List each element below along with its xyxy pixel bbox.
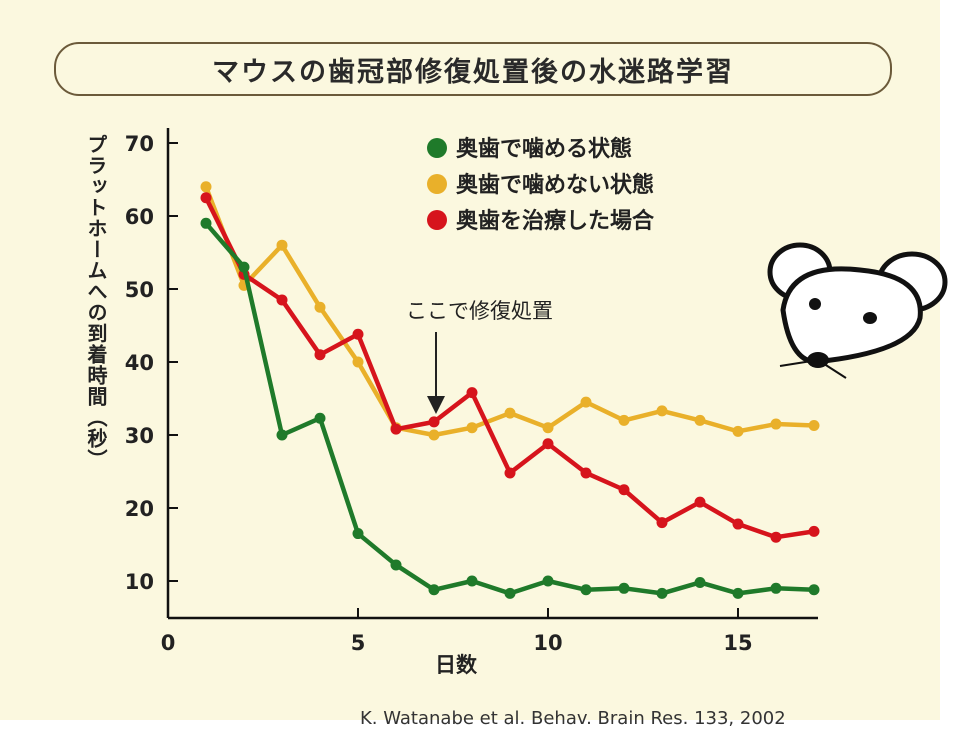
data-point: [352, 528, 364, 540]
legend-marker: [427, 174, 447, 194]
x-tick-label: 15: [723, 631, 752, 655]
data-point: [352, 328, 364, 340]
data-point: [656, 405, 668, 417]
data-point: [238, 261, 250, 273]
data-point: [732, 518, 744, 530]
data-point: [694, 576, 706, 588]
data-point: [314, 349, 326, 361]
data-point: [466, 422, 478, 434]
series-line: [203, 196, 815, 540]
y-tick-label: 40: [125, 351, 154, 375]
data-point: [542, 438, 554, 450]
data-point: [580, 396, 592, 408]
data-point: [200, 217, 212, 229]
data-point: [504, 467, 516, 479]
legend-label: 奥歯で噛めない状態: [456, 172, 654, 198]
x-tick-label: 10: [533, 631, 562, 655]
data-point: [428, 584, 440, 596]
mouse-face-icon: [767, 242, 948, 379]
data-point: [504, 587, 516, 599]
data-point: [276, 239, 288, 251]
data-point: [504, 407, 516, 419]
data-point: [314, 301, 326, 313]
data-point: [428, 416, 440, 428]
data-point: [808, 525, 820, 537]
data-point: [770, 582, 782, 594]
x-tick-label: 5: [351, 631, 366, 655]
data-point: [390, 423, 402, 435]
y-tick-label: 20: [125, 497, 154, 521]
series-0: [200, 217, 820, 599]
legend-marker: [427, 210, 447, 230]
data-point: [542, 575, 554, 587]
data-point: [200, 181, 212, 193]
legend-label: 奥歯を治療した場合: [456, 208, 655, 234]
data-point: [542, 422, 554, 434]
data-point: [314, 412, 326, 424]
data-point: [656, 587, 668, 599]
data-point: [808, 584, 820, 596]
annotation-arrowhead: [427, 396, 445, 414]
data-point: [694, 496, 706, 508]
data-point: [428, 429, 440, 441]
y-axis-label: プラットホームへの到着時間（秒）: [84, 134, 108, 470]
data-point: [770, 418, 782, 430]
chart-series: [200, 181, 820, 599]
data-point: [200, 192, 212, 204]
y-tick-label: 10: [125, 570, 154, 594]
data-point: [276, 429, 288, 441]
y-tick-label: 70: [125, 132, 154, 156]
legend-marker: [427, 138, 447, 158]
data-point: [808, 420, 820, 432]
figure-panel: [0, 0, 940, 720]
data-point: [732, 587, 744, 599]
data-point: [732, 425, 744, 437]
page-title: マウスの歯冠部修復処置後の水迷路学習: [54, 42, 892, 96]
data-point: [694, 414, 706, 426]
data-point: [352, 356, 364, 368]
x-axis-label: 日数: [435, 653, 478, 677]
data-point: [390, 559, 402, 571]
data-point: [770, 531, 782, 543]
y-tick-label: 60: [125, 205, 154, 229]
y-tick-label: 50: [125, 278, 154, 302]
y-tick-label: 30: [125, 424, 154, 448]
data-point: [580, 467, 592, 479]
source-citation: K. Watanabe et al. Behav. Brain Res. 133…: [360, 708, 786, 729]
data-point: [580, 584, 592, 596]
data-point: [618, 582, 630, 594]
data-point: [466, 387, 478, 399]
data-point: [656, 517, 668, 529]
annotation-text: ここで修復処置: [406, 299, 553, 323]
x-tick-label: 0: [161, 631, 176, 655]
data-point: [276, 294, 288, 306]
data-point: [618, 414, 630, 426]
data-point: [466, 575, 478, 587]
legend-label: 奥歯で噛める状態: [456, 136, 632, 162]
series-2: [200, 192, 820, 543]
chart-axes: 10 20 30 40 50 60 70 0 5 10 15 日数 プラットホームへの到着時間（秒）: [84, 128, 818, 677]
chart-annotation: ここで修復処置: [406, 299, 553, 414]
data-point: [618, 484, 630, 496]
